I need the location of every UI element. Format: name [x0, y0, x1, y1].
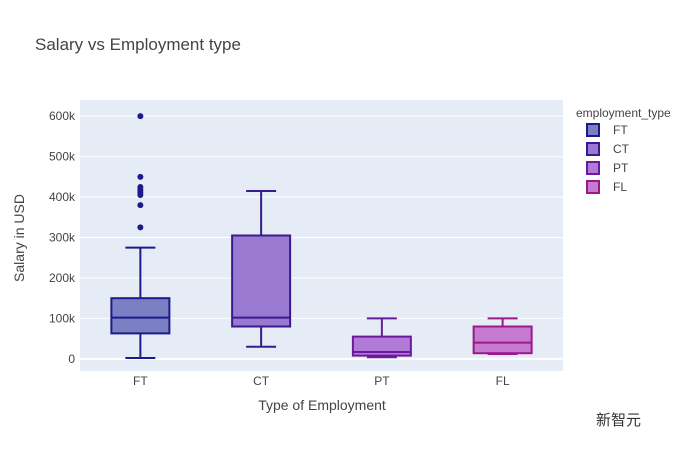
legend-label: PT — [613, 161, 629, 175]
iqr-box — [231, 234, 292, 328]
y-tick-label: 200k — [49, 271, 76, 285]
x-tick-label: CT — [253, 374, 270, 388]
iqr-box — [110, 297, 171, 335]
outlier-point — [137, 183, 144, 190]
legend-item-fl[interactable]: FL — [586, 180, 627, 194]
y-tick-label: 400k — [49, 190, 76, 204]
gridlines — [80, 115, 563, 360]
legend-item-pt[interactable]: PT — [586, 161, 629, 175]
legend-label: FL — [613, 180, 627, 194]
y-axis-ticks: 0 100k 200k 300k 400k 500k 600k — [49, 109, 76, 366]
legend-swatch — [586, 161, 600, 175]
legend-swatch — [586, 123, 600, 137]
iqr-box — [472, 325, 533, 355]
box-fl — [472, 317, 533, 356]
legend-label: CT — [613, 142, 630, 156]
y-tick-label: 500k — [49, 150, 76, 164]
outlier-point — [137, 224, 144, 231]
legend-label: FT — [613, 123, 628, 137]
y-axis-label: Salary in USD — [11, 194, 27, 282]
legend-title: employment_type — [576, 106, 671, 120]
watermark-text: 新智元 — [596, 411, 642, 429]
box-ft — [110, 113, 171, 360]
legend-item-ft[interactable]: FT — [586, 123, 628, 137]
legend[interactable]: employment_type FT CT PT FL — [576, 106, 671, 194]
outlier-point — [137, 173, 144, 180]
outlier-point — [137, 113, 144, 120]
watermark: 新智元 — [596, 409, 641, 430]
legend-swatch — [586, 180, 600, 194]
x-tick-label: FL — [496, 374, 510, 388]
box-ct — [231, 190, 292, 348]
iqr-box — [351, 335, 412, 357]
y-tick-label: 300k — [49, 231, 76, 245]
box-traces — [110, 113, 533, 360]
y-tick-label: 0 — [68, 352, 75, 366]
y-tick-label: 100k — [49, 311, 76, 325]
legend-item-ct[interactable]: CT — [586, 142, 630, 156]
chart-title: Salary vs Employment type — [35, 35, 241, 54]
legend-swatch — [586, 142, 600, 156]
outlier-point — [137, 202, 144, 209]
x-axis-label: Type of Employment — [258, 397, 386, 413]
x-axis-ticks: FT CT PT FL — [133, 374, 510, 388]
x-tick-label: FT — [133, 374, 148, 388]
y-tick-label: 600k — [49, 109, 76, 123]
box-pt — [351, 317, 412, 359]
x-tick-label: PT — [374, 374, 390, 388]
